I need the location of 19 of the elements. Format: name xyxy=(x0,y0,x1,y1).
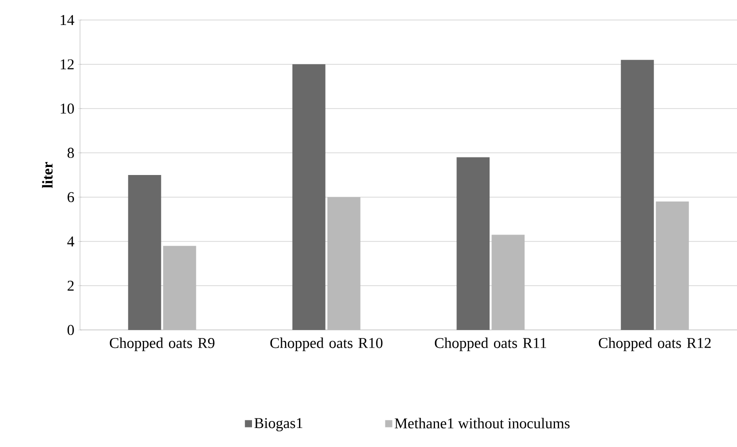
legend-label: Biogas1 xyxy=(254,418,302,432)
x-tick-label: Chopped oats R12 xyxy=(598,338,711,352)
bar xyxy=(128,174,162,330)
x-tick-label: Chopped oats R11 xyxy=(434,338,546,352)
x-tick-label: Chopped oats R10 xyxy=(270,338,382,352)
y-axis-title: liter xyxy=(42,162,53,188)
y-tick-label: 4 xyxy=(67,236,74,246)
bar xyxy=(292,64,326,330)
y-tick-label: 6 xyxy=(68,192,74,202)
y-tick-label: 12 xyxy=(60,59,74,70)
y-tick-label: 8 xyxy=(68,148,74,158)
y-tick-label: 10 xyxy=(60,104,74,114)
y-tick-label: 2 xyxy=(68,280,74,291)
bar xyxy=(620,60,654,330)
legend-label: Methane1 without inoculums xyxy=(394,418,570,428)
bar xyxy=(456,157,490,330)
y-tick-label: 0 xyxy=(68,324,74,336)
y-tick-label: 14 xyxy=(60,15,74,25)
x-tick-label: Chopped oats R9 xyxy=(110,338,214,352)
